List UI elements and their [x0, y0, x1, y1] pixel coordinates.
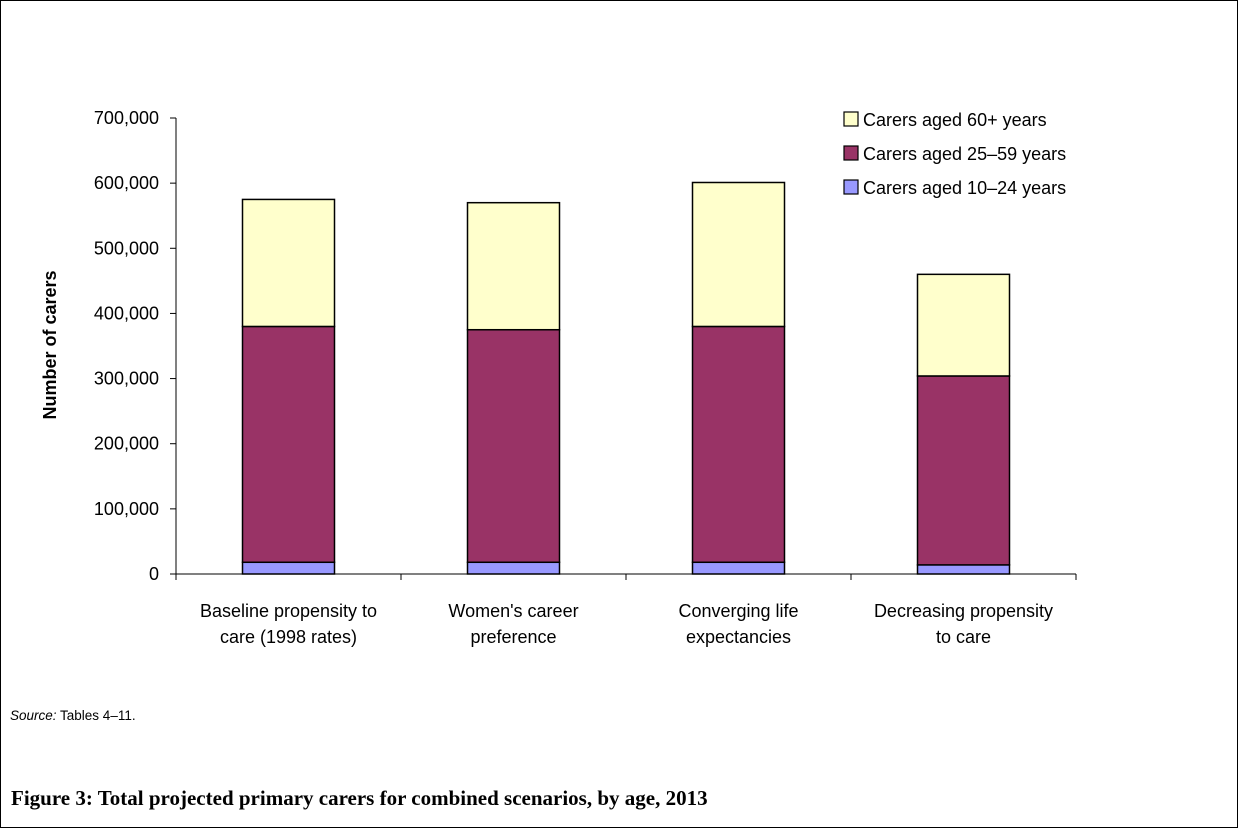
y-tick-label: 500,000 — [94, 238, 159, 258]
source-note: Source: Tables 4–11. — [10, 708, 136, 723]
bar-segment-2-cat-4 — [916, 375, 1011, 566]
legend-swatch — [843, 145, 859, 161]
bar-segment-3-cat-3 — [691, 181, 786, 328]
bars-group — [241, 181, 1011, 575]
bar-segment-1-cat-3 — [691, 561, 786, 575]
y-tick-label: 100,000 — [94, 499, 159, 519]
x-category-label: Women's career preference — [448, 601, 578, 647]
bar-segment-3-cat-1 — [241, 198, 336, 328]
x-category-label: Converging life expectancies — [678, 601, 798, 647]
bar-segment-1-cat-2 — [466, 561, 561, 575]
bar-segment-3-cat-4 — [916, 273, 1011, 377]
legend: Carers aged 60+ years Carers aged 25–59 y… — [843, 110, 1066, 198]
y-axis-label: Number of carers — [40, 270, 60, 419]
y-tick-label: 300,000 — [94, 369, 159, 389]
source-text: Tables 4–11. — [56, 708, 136, 723]
y-tick-label: 600,000 — [94, 173, 159, 193]
figure-caption: Figure 3: Total projected primary carers… — [11, 786, 708, 810]
legend-label: Carers aged 10–24 years — [863, 178, 1066, 198]
bar-segment-2-cat-1 — [241, 325, 336, 564]
y-tick-label: 400,000 — [94, 303, 159, 323]
legend-label: Carers aged 25–59 years — [863, 144, 1066, 164]
bar-segment-3-cat-2 — [466, 201, 561, 331]
y-tick-label: 0 — [149, 564, 159, 584]
bar-segment-1-cat-1 — [241, 561, 336, 575]
source-key: Source: — [10, 708, 57, 723]
legend-swatch — [843, 111, 859, 127]
bar-segment-2-cat-3 — [691, 325, 786, 564]
y-axis: 0 100,000 200,000 300,000 400,000 500,000 600,… — [94, 108, 177, 584]
y-tick-label: 700,000 — [94, 108, 159, 128]
x-category-label: Decreasing propensity to care — [874, 601, 1053, 647]
x-axis: Baseline propensity to care (1998 rates) W… — [175, 573, 1077, 647]
bar-segment-1-cat-4 — [916, 564, 1011, 575]
x-category-label: Baseline propensity to care (1998 rates) — [200, 601, 377, 647]
y-tick-label: 200,000 — [94, 434, 159, 454]
legend-label: Carers aged 60+ years — [863, 110, 1047, 130]
legend-swatch — [843, 179, 859, 195]
bar-segment-2-cat-2 — [466, 328, 561, 564]
